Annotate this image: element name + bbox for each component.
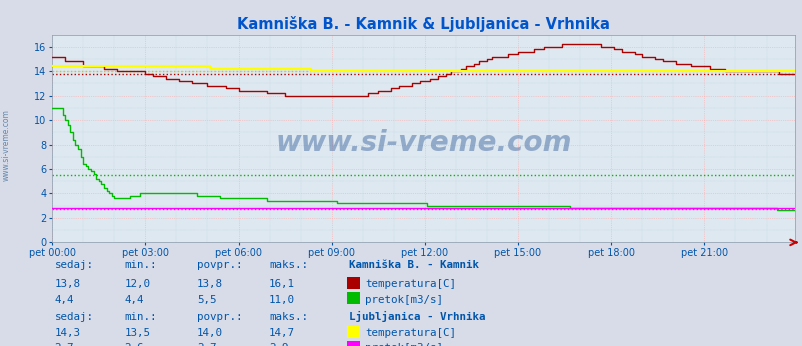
Text: 2,7: 2,7 (196, 343, 216, 346)
Text: temperatura[C]: temperatura[C] (365, 328, 456, 338)
Text: 13,8: 13,8 (55, 279, 80, 289)
Text: Kamniška B. - Kamnik: Kamniška B. - Kamnik (349, 260, 479, 270)
Text: pretok[m3/s]: pretok[m3/s] (365, 295, 443, 305)
Text: 13,8: 13,8 (196, 279, 222, 289)
Text: 2,7: 2,7 (55, 343, 74, 346)
Text: 11,0: 11,0 (269, 295, 294, 305)
Text: temperatura[C]: temperatura[C] (365, 279, 456, 289)
Text: sedaj:: sedaj: (55, 312, 94, 322)
Text: 14,7: 14,7 (269, 328, 294, 338)
Text: 16,1: 16,1 (269, 279, 294, 289)
Text: maks.:: maks.: (269, 312, 308, 322)
Text: 12,0: 12,0 (124, 279, 150, 289)
Text: www.si-vreme.com: www.si-vreme.com (2, 109, 11, 181)
Title: Kamniška B. - Kamnik & Ljubljanica - Vrhnika: Kamniška B. - Kamnik & Ljubljanica - Vrh… (237, 16, 610, 32)
Text: 2,6: 2,6 (124, 343, 144, 346)
Text: 14,3: 14,3 (55, 328, 80, 338)
Text: maks.:: maks.: (269, 260, 308, 270)
Text: 13,5: 13,5 (124, 328, 150, 338)
Text: www.si-vreme.com: www.si-vreme.com (275, 129, 571, 156)
Text: 14,0: 14,0 (196, 328, 222, 338)
Text: Ljubljanica - Vrhnika: Ljubljanica - Vrhnika (349, 311, 485, 322)
Text: 4,4: 4,4 (55, 295, 74, 305)
Text: povpr.:: povpr.: (196, 312, 242, 322)
Text: min.:: min.: (124, 312, 156, 322)
Text: 5,5: 5,5 (196, 295, 216, 305)
Text: 4,4: 4,4 (124, 295, 144, 305)
Text: 2,9: 2,9 (269, 343, 288, 346)
Text: min.:: min.: (124, 260, 156, 270)
Text: povpr.:: povpr.: (196, 260, 242, 270)
Text: pretok[m3/s]: pretok[m3/s] (365, 343, 443, 346)
Text: sedaj:: sedaj: (55, 260, 94, 270)
